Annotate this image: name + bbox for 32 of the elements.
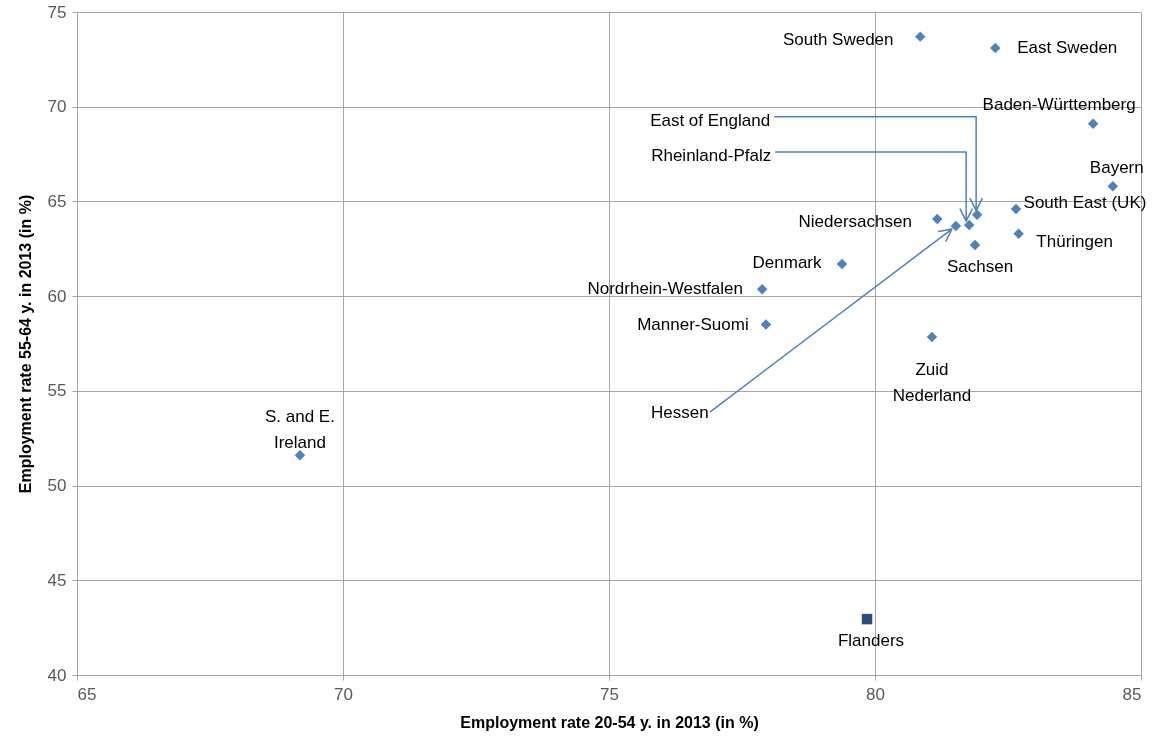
y-tick-label: 65 [47,191,67,211]
annotation: S. and E. Ireland [264,407,335,453]
annotation: East Sweden [1017,37,1118,57]
annotation: Denmark [752,252,822,272]
y-tick-label: 75 [47,2,67,22]
annotation: East of England [650,110,771,130]
annotation: Zuid Nederland [892,360,972,406]
annotation: Flanders [837,631,905,651]
y-tick-label: 55 [47,381,67,401]
annotation: Hessen [651,403,709,423]
annotation: South East (UK) [1023,193,1147,213]
annotation: Baden-Württemberg [982,94,1136,114]
annotation: Sachsen [946,257,1014,276]
annotation: Rheinland-Pfalz [651,146,772,166]
y-tick-label: 50 [47,476,67,496]
y-tick-label: 60 [47,286,67,306]
annotation: Nordrhein-Westfalen [587,279,744,299]
annotation: Bayern [1089,158,1144,178]
annotation: Niedersachsen [798,212,912,232]
y-axis-title: Employment rate 55-64 y. in 2013 (in %) [16,194,34,494]
x-tick-label: 85 [1122,684,1142,704]
x-tick-label: 80 [866,684,885,704]
x-tick-label: 70 [334,684,353,704]
annotation: South Sweden [782,29,894,49]
y-tick-label: 40 [47,665,67,685]
x-tick-label: 75 [600,684,619,704]
annotation: Manner-Suomi [637,314,749,334]
x-tick-label: 65 [77,684,97,704]
annotation: Thüringen [1036,231,1113,251]
x-axis-title: Employment rate 20-54 y. in 2013 (in %) [460,713,759,731]
y-tick-label: 45 [47,570,67,590]
y-tick-label: 70 [47,97,67,117]
